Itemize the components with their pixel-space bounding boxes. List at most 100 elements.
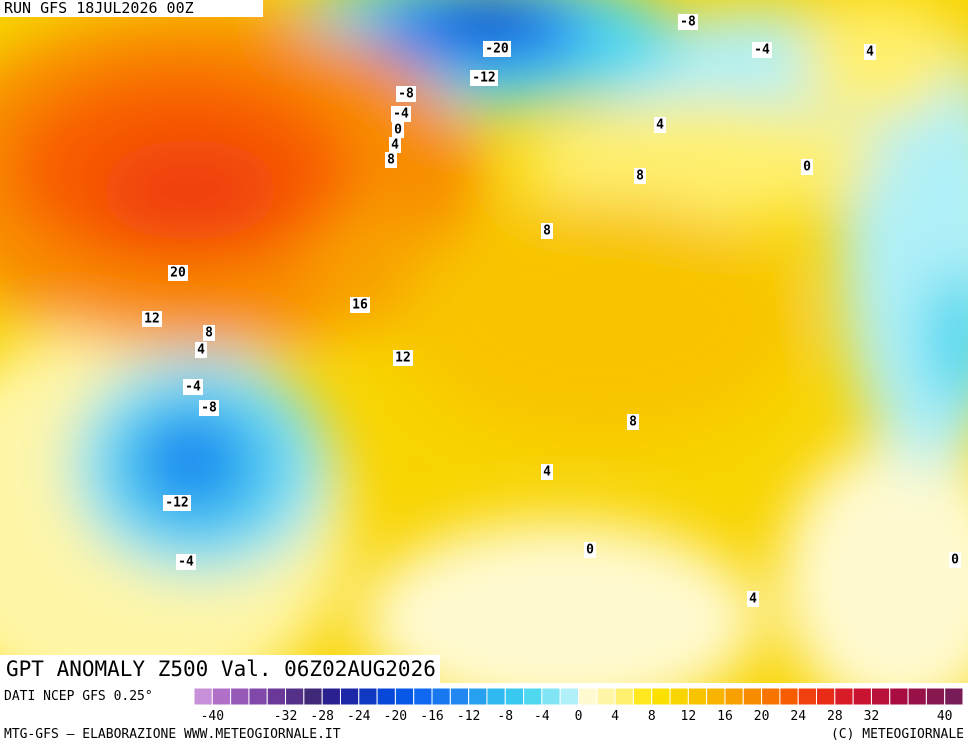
label-bg bbox=[168, 265, 188, 281]
colorbar-box bbox=[614, 687, 634, 706]
contour-label: 0 bbox=[951, 553, 959, 568]
colorbar-box bbox=[486, 687, 506, 706]
contour-label: 0 bbox=[394, 123, 402, 138]
contour-label: 0 bbox=[586, 543, 594, 558]
contour-label: 8 bbox=[387, 153, 395, 168]
colorbar-box bbox=[285, 687, 305, 706]
label-bg bbox=[747, 591, 759, 607]
label-bg bbox=[203, 325, 215, 341]
label-bg bbox=[801, 159, 813, 175]
colorbar-box bbox=[468, 687, 488, 706]
colorbar-tick-label: 40 bbox=[937, 709, 953, 724]
contour-label: -8 bbox=[201, 401, 217, 416]
label-bg bbox=[541, 223, 553, 239]
colorbar-tick-label: -24 bbox=[347, 709, 371, 724]
colorbar-tick-label: -16 bbox=[420, 709, 443, 724]
colorbar-tick-label: -32 bbox=[274, 709, 297, 724]
contour-label: 16 bbox=[352, 298, 368, 313]
colorbar-box bbox=[706, 687, 726, 706]
contour-label: 20 bbox=[170, 266, 186, 281]
label-bg bbox=[627, 414, 639, 430]
contour-label: 4 bbox=[391, 138, 399, 153]
colorbar-tick-label: 16 bbox=[717, 709, 733, 724]
colorbar-box bbox=[816, 687, 836, 706]
label-bg bbox=[483, 41, 511, 57]
colorbar-box bbox=[742, 687, 763, 706]
colorbar-tick-label: -28 bbox=[310, 709, 333, 724]
contour-label: 8 bbox=[636, 169, 644, 184]
colorbar-box bbox=[523, 687, 543, 706]
label-bg bbox=[396, 86, 416, 102]
colorbar-box bbox=[651, 687, 671, 706]
colorbar-box bbox=[669, 687, 689, 706]
colorbar-box bbox=[907, 687, 927, 706]
contour-label: -4 bbox=[754, 43, 770, 58]
colorbar-box bbox=[578, 687, 598, 706]
colorbar-box bbox=[266, 687, 287, 706]
colorbar-box bbox=[376, 687, 396, 706]
colorbar-tick-label: -20 bbox=[384, 709, 407, 724]
label-bg bbox=[864, 44, 876, 60]
colorbar-tick-label: 4 bbox=[611, 709, 619, 724]
label-bg bbox=[391, 106, 411, 122]
label-bg bbox=[752, 42, 772, 58]
label-bg bbox=[195, 342, 207, 358]
colorbar-box bbox=[230, 687, 250, 706]
colorbar-box bbox=[889, 687, 909, 706]
colorbar-tick-label: -12 bbox=[457, 709, 480, 724]
colorbar-box bbox=[779, 687, 799, 706]
contour-label: 8 bbox=[543, 224, 551, 239]
contour-label: -4 bbox=[185, 380, 201, 395]
contour-label: 12 bbox=[395, 351, 411, 366]
colorbar-box bbox=[797, 687, 818, 706]
colorbar-box bbox=[559, 687, 580, 706]
contour-label: 8 bbox=[629, 415, 637, 430]
header-box bbox=[0, 0, 263, 17]
colorbar-box bbox=[724, 687, 744, 706]
colorbar-box bbox=[944, 687, 964, 706]
colorbar-box bbox=[358, 687, 378, 706]
label-bg bbox=[541, 464, 553, 480]
label-bg bbox=[949, 552, 961, 568]
contour-label: -12 bbox=[472, 71, 495, 86]
colorbar-box bbox=[761, 687, 781, 706]
colorbar-box bbox=[321, 687, 341, 706]
colorbar-box bbox=[394, 687, 415, 706]
colorbar-box bbox=[834, 687, 854, 706]
colorbar-box bbox=[339, 687, 360, 706]
colorbar-box bbox=[632, 687, 653, 706]
colorbar-tick-label: 24 bbox=[790, 709, 806, 724]
map-title: GPT ANOMALY Z500 Val. 06Z02AUG2026 bbox=[6, 657, 436, 681]
label-bg bbox=[176, 554, 196, 570]
contour-label: 4 bbox=[866, 45, 874, 60]
label-bg bbox=[634, 168, 646, 184]
colorbar-tick-label: -40 bbox=[201, 709, 224, 724]
colorbar-box bbox=[925, 687, 946, 706]
run-info: RUN GFS 18JUL2026 00Z bbox=[4, 0, 194, 17]
contour-label: 8 bbox=[205, 326, 213, 341]
source-label: DATI NCEP GFS 0.25° bbox=[4, 689, 153, 704]
contour-label: 4 bbox=[656, 118, 664, 133]
label-bg bbox=[393, 350, 413, 366]
footer-right: (C) METEOGIORNALE bbox=[831, 727, 964, 742]
colorbar-box bbox=[504, 687, 525, 706]
colorbar-box bbox=[852, 687, 872, 706]
colorbar-tick-label: 8 bbox=[648, 709, 656, 724]
colorbar-box bbox=[449, 687, 470, 706]
contour-label: -8 bbox=[398, 87, 414, 102]
footer-left: MTG-GFS — ELABORAZIONE WWW.METEOGIORNALE… bbox=[4, 727, 341, 742]
anomaly-field bbox=[0, 0, 968, 683]
contour-label: 4 bbox=[749, 592, 757, 607]
colorbar-tick-label: 28 bbox=[827, 709, 843, 724]
colorbar-box bbox=[193, 687, 213, 706]
colorbar-tick-label: 20 bbox=[754, 709, 770, 724]
colorbar-box bbox=[413, 687, 433, 706]
label-bg bbox=[654, 117, 666, 133]
label-bg bbox=[183, 379, 203, 395]
colorbar-box bbox=[248, 687, 268, 706]
contour-label: -4 bbox=[178, 555, 194, 570]
colorbar-tick-label: -8 bbox=[497, 709, 513, 724]
contour-label: 0 bbox=[803, 160, 811, 175]
label-bg bbox=[678, 14, 698, 30]
